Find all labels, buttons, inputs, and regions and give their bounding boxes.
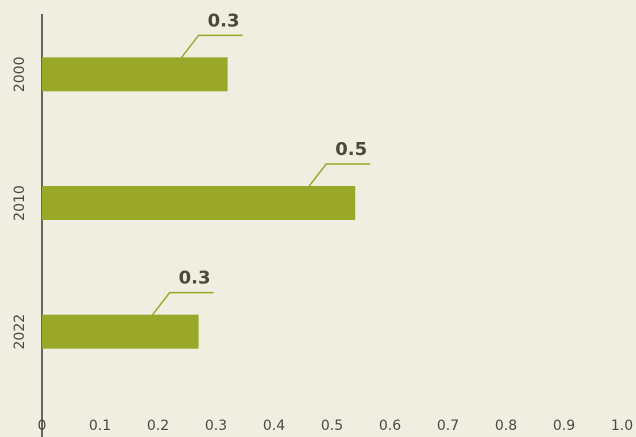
value-label: 0.3 <box>179 268 211 289</box>
x-tick-label: 0.2 <box>147 418 169 434</box>
leader-line <box>152 291 214 316</box>
x-tick-label: 0.4 <box>263 418 285 434</box>
bar <box>42 186 356 220</box>
x-tick-label: 0.5 <box>321 418 343 434</box>
y-tick-label: 2022 <box>12 314 28 350</box>
x-tick-label: 0.1 <box>89 418 111 434</box>
x-tick-label: 0.7 <box>437 418 459 434</box>
x-tick-label: 0.6 <box>379 418 401 434</box>
value-label: 0.3 <box>208 10 240 31</box>
value-label: 0.5 <box>335 139 367 160</box>
x-tick-label: 1.0 <box>611 418 633 434</box>
bar <box>42 57 228 92</box>
bar <box>42 314 199 349</box>
y-tick-label: 2000 <box>12 57 28 93</box>
y-tick-label: 2010 <box>12 185 28 221</box>
leader-line <box>308 163 371 187</box>
x-tick-label: 0.8 <box>495 418 517 434</box>
x-tick-label: 0.3 <box>205 418 227 434</box>
leader-line <box>181 34 243 58</box>
x-tick-label: 0.9 <box>553 418 575 434</box>
